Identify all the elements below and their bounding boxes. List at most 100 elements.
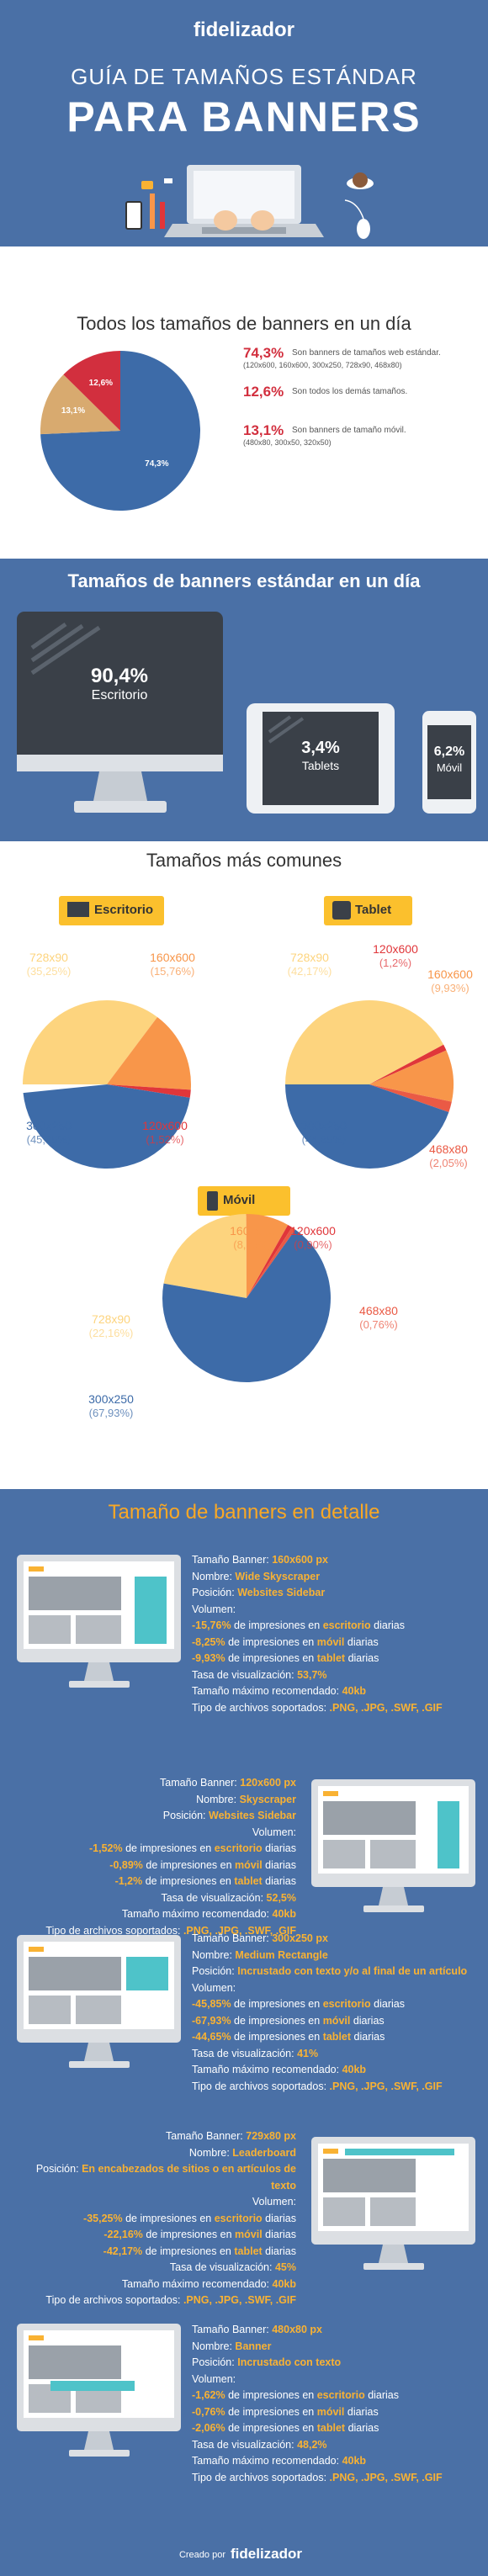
pie-slice [285, 1084, 449, 1169]
detail-highlight: -1,62% [192, 2389, 225, 2401]
detail-text: diarias [347, 1635, 379, 1648]
pie-slice [107, 1017, 192, 1090]
detail-highlight: 40kb [272, 2277, 297, 2290]
slice-name: 300x250 [26, 1119, 72, 1132]
detail-line: Posición: Incrustado con texto [192, 2355, 478, 2372]
footer-text: Creado por [178, 2550, 225, 2560]
detail-highlight: móvil [235, 1858, 263, 1871]
detail-line: -1,62% de impresiones en escritorio diar… [192, 2388, 478, 2404]
detail-line: Volumen: [192, 1602, 478, 1619]
detail-highlight: -35,25% [83, 2212, 123, 2224]
slice-label: 74,3% [145, 459, 169, 469]
monitor-base [69, 1681, 130, 1688]
slice-name: 300x250 [88, 1392, 134, 1406]
detail-text: diarias [368, 2389, 400, 2401]
device-name: Tablets [301, 759, 340, 772]
detail-text: diarias [347, 2405, 379, 2418]
slice-name: 728x90 [92, 1312, 130, 1326]
detail-text: diarias [265, 1875, 296, 1887]
badge-icon [207, 1191, 218, 1211]
detail-highlight: escritorio [322, 1619, 371, 1631]
detail-text: de impresiones en [228, 2422, 315, 2434]
detail-text: Posición: [162, 1810, 206, 1821]
content-block [29, 1615, 71, 1644]
content-block [76, 1615, 121, 1644]
desktop-icon [17, 612, 223, 813]
slice-value: (2,05%) [429, 1157, 468, 1169]
detail-text: diarias [265, 2245, 296, 2257]
detail-text: Tipo de archivos soportados: [45, 1924, 181, 1937]
detail-highlight: -1,52% [88, 1842, 123, 1854]
device-name: Escritorio [91, 688, 148, 702]
detail-text: Posición: [192, 1587, 235, 1598]
badge-label: Móvil [223, 1193, 256, 1207]
detail-line: Tipo de archivos soportados: .PNG, .JPG,… [192, 2470, 478, 2487]
detail-highlight: -1,2% [114, 1875, 143, 1887]
pie-slice [369, 1044, 447, 1084]
detail-text: Tipo de archivos soportados: [192, 1701, 327, 1714]
pie-slice [369, 1050, 454, 1102]
pie-slice [107, 1084, 191, 1098]
detail-highlight: Incrustado con texto [237, 2356, 342, 2368]
content-block [76, 1996, 121, 2024]
detail-highlight: móvil [316, 1635, 345, 1648]
legend-text: Son banners de tamaño móvil. [292, 426, 406, 435]
slice-value: (1,52%) [146, 1133, 184, 1146]
detail-line: -8,25% de impresiones en móvil diarias [192, 1635, 478, 1651]
detail-text: Tamaño máximo recomendado: [192, 2064, 340, 2075]
section-title: Tamaño de banners en detalle [108, 1501, 380, 1524]
detail-text: Tamaño Banner: [192, 2324, 269, 2335]
detail-line: -67,93% de impresiones en móvil diarias [192, 2013, 478, 2030]
detail-line: -22,16% de impresiones en móvil diarias [8, 2227, 296, 2244]
legend-note: (480x80, 300x50, 320x50) [243, 438, 332, 447]
slice-label: 13,1% [61, 406, 86, 416]
badge-icon [332, 901, 351, 920]
detail-text: Tasa de visualización: [192, 2438, 294, 2451]
detail-highlight: 300x250 px [272, 1932, 328, 1944]
slice-name: 160x600 [427, 967, 473, 981]
monitor-base [363, 2263, 424, 2270]
detail-line: Volumen: [8, 2194, 296, 2211]
detail-text: Volumen: [192, 2372, 236, 2385]
detail-line: Tipo de archivos soportados: .PNG, .JPG,… [8, 2292, 296, 2309]
detail-text: diarias [265, 2229, 296, 2240]
detail-highlight: -42,17% [103, 2245, 143, 2257]
monitor-icon [17, 1935, 181, 2068]
slice-name: 160x600 [230, 1224, 275, 1238]
detail-text: Tamaño Banner: [166, 2130, 243, 2142]
slice-value: (42,17%) [287, 965, 332, 978]
detail-text: diarias [353, 2031, 385, 2043]
pie-slice [163, 1214, 247, 1298]
detail-line: -42,17% de impresiones en tablet diarias [8, 2244, 296, 2261]
monitor-icon [17, 1555, 181, 1688]
detail-text: diarias [374, 1998, 405, 2010]
detail-highlight: .PNG, .JPG, .SWF, .GIF [183, 2294, 296, 2306]
content-block [323, 2149, 338, 2154]
detail-text: diarias [265, 2212, 296, 2224]
badge-label: Escritorio [94, 903, 154, 917]
monitor-stand [84, 2431, 114, 2450]
detail-highlight: -15,76% [192, 1619, 231, 1631]
monitor-base [69, 2450, 130, 2457]
detail-line: -1,52% de impresiones en escritorio diar… [8, 1841, 296, 1858]
monitor-icon [311, 1779, 475, 1912]
detail-text: de impresiones en [125, 2212, 212, 2224]
slice-value: (0,90%) [294, 1238, 332, 1251]
detail-text: Tamaño Banner: [160, 1777, 237, 1789]
title: GUÍA DE TAMAÑOS ESTÁNDAR [71, 64, 417, 89]
detail-line: Tamaño Banner: 480x80 px [192, 2322, 478, 2339]
detail-highlight: móvil [235, 2229, 263, 2240]
detail-highlight: 41% [297, 2047, 319, 2059]
detail-text: Tasa de visualización: [192, 2047, 294, 2059]
detail-text: Nombre: [192, 1570, 232, 1582]
detail-line: Tasa de visualización: 45% [8, 2260, 296, 2277]
detail-highlight: 53,7% [297, 1668, 327, 1681]
legend-value: 12,6% [243, 384, 284, 400]
pie-slice [162, 1229, 331, 1382]
detail-text: diarias [265, 1858, 296, 1871]
content-block [29, 2345, 121, 2379]
pie-slice [247, 1224, 293, 1298]
detail-highlight: móvil [322, 2014, 351, 2027]
banner-spot [438, 1801, 459, 1868]
